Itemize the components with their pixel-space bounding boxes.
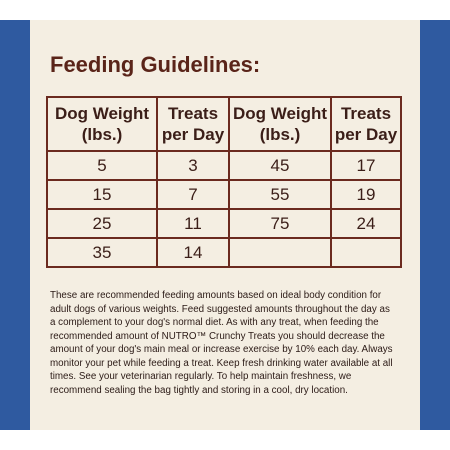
note-line: These are recommended feeding amounts ba… xyxy=(50,290,382,301)
table-cell: 17 xyxy=(330,150,402,181)
note-line: a complement to your dog's normal diet. … xyxy=(50,317,379,328)
header-treats-per-day: Treats per Day xyxy=(330,96,402,152)
table-cell: 19 xyxy=(330,179,402,210)
header-line: Dog Weight xyxy=(232,104,328,123)
header-dog-weight: Dog Weight (lbs.) xyxy=(228,96,332,152)
header-line: Treats xyxy=(340,104,392,123)
table-cell: 75 xyxy=(228,208,332,239)
header-line: Dog Weight xyxy=(54,104,150,123)
table-cell: 11 xyxy=(156,208,230,239)
note-line: amount of your dog's main meal or increa… xyxy=(50,344,393,355)
table-cell: 24 xyxy=(330,208,402,239)
table-cell: 7 xyxy=(156,179,230,210)
table-cell: 45 xyxy=(228,150,332,181)
table-cell: 3 xyxy=(156,150,230,181)
note-line: recommend sealing the bag tightly and st… xyxy=(50,384,348,396)
table-row: 35 14 xyxy=(46,237,402,268)
table-row: 15 7 55 19 xyxy=(46,179,402,210)
table-cell xyxy=(330,237,402,268)
note-line: times. See your veterinarian regularly. … xyxy=(50,371,352,382)
table-cell: 15 xyxy=(46,179,158,210)
left-blue-band xyxy=(0,20,30,430)
header-line: (lbs.) xyxy=(259,125,301,144)
table-header-row: Dog Weight (lbs.) Treats per Day Dog Wei… xyxy=(46,96,402,152)
feeding-note: These are recommended feeding amounts ba… xyxy=(50,289,410,397)
header-line: per Day xyxy=(161,125,225,144)
header-line: Treats xyxy=(167,104,219,123)
header-line: per Day xyxy=(334,125,398,144)
right-blue-band xyxy=(420,20,450,430)
table-cell: 5 xyxy=(46,150,158,181)
header-dog-weight: Dog Weight (lbs.) xyxy=(46,96,158,152)
table-cell: 55 xyxy=(228,179,332,210)
table-row: 5 3 45 17 xyxy=(46,150,402,181)
note-line: recommended amount of NUTRO™ Crunchy Tre… xyxy=(50,330,385,342)
header-treats-per-day: Treats per Day xyxy=(156,96,230,152)
header-line: (lbs.) xyxy=(81,125,123,144)
table-cell: 14 xyxy=(156,237,230,268)
feeding-table: Dog Weight (lbs.) Treats per Day Dog Wei… xyxy=(46,96,402,268)
feeding-guidelines-title: Feeding Guidelines: xyxy=(50,52,261,77)
table-cell xyxy=(228,237,332,268)
table-cell: 35 xyxy=(46,237,158,268)
table-row: 25 11 75 24 xyxy=(46,208,402,239)
note-line: adult dogs of various weights. Feed sugg… xyxy=(50,303,390,315)
note-line: monitor your pet while feeding a treat. … xyxy=(50,357,393,369)
table-cell: 25 xyxy=(46,208,158,239)
